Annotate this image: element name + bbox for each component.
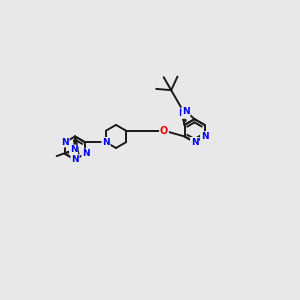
Text: N: N xyxy=(201,132,208,141)
Text: N: N xyxy=(182,107,190,116)
Text: N: N xyxy=(71,155,79,164)
Text: N: N xyxy=(70,146,77,154)
Text: N: N xyxy=(61,138,69,147)
Text: O: O xyxy=(160,126,168,136)
Text: N: N xyxy=(82,149,90,158)
Text: N: N xyxy=(178,109,186,118)
Text: N: N xyxy=(102,138,110,147)
Text: N: N xyxy=(191,138,198,147)
